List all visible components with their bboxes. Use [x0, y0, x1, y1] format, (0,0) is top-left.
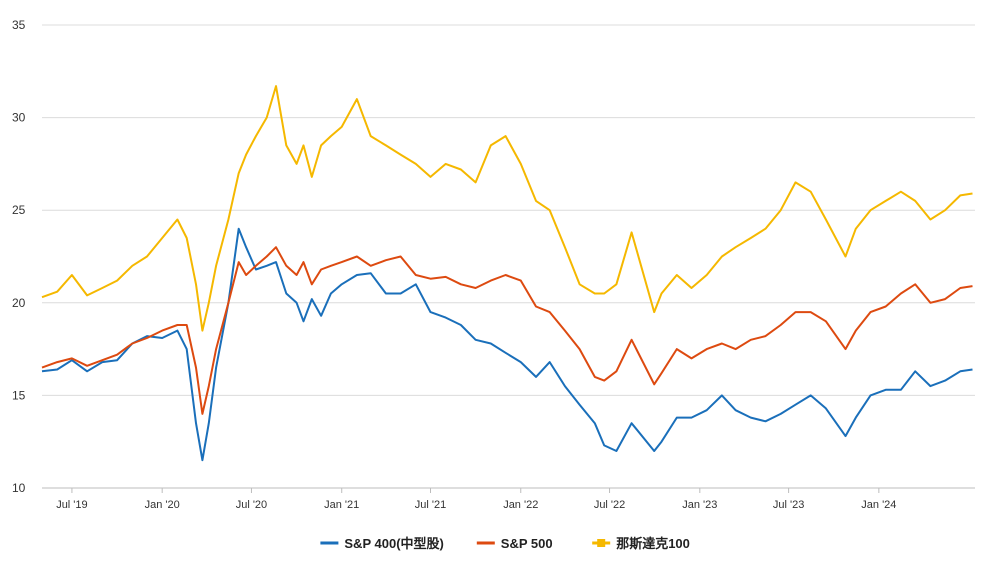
x-tick-label: Jan '24 — [861, 499, 896, 511]
y-tick-label: 20 — [12, 296, 26, 310]
legend-item-2[interactable]: 那斯達克100 — [592, 536, 690, 551]
legend-marker — [597, 539, 606, 547]
x-tick-label: Jan '21 — [324, 499, 359, 511]
legend-label: S&P 500 — [501, 536, 553, 551]
y-tick-label: 15 — [12, 388, 26, 402]
y-tick-label: 30 — [12, 111, 26, 125]
legend-label: S&P 400(中型股) — [344, 536, 443, 551]
series-line-2 — [41, 85, 973, 332]
x-tick-label: Jul '23 — [773, 499, 804, 511]
x-tick-label: Jan '22 — [503, 499, 538, 511]
x-tick-label: Jan '23 — [682, 499, 717, 511]
y-tick-label: 35 — [12, 18, 26, 32]
x-tick-label: Jul '21 — [415, 499, 446, 511]
y-tick-label: 10 — [12, 481, 26, 495]
x-tick-label: Jan '20 — [145, 499, 180, 511]
x-tick-label: Jul '19 — [56, 499, 87, 511]
x-tick-label: Jul '22 — [594, 499, 625, 511]
series-line-1 — [41, 246, 973, 415]
gridlines — [42, 24, 975, 489]
legend-label: 那斯達克100 — [616, 536, 690, 551]
legend-item-0[interactable]: S&P 400(中型股) — [320, 536, 444, 551]
y-axis: 10 15 20 25 30 35 — [12, 18, 26, 495]
y-tick-label: 25 — [12, 203, 26, 217]
x-axis: Jul '19 Jan '20 Jul '20 Jan '21 Jul '21 Jan '… — [42, 487, 975, 511]
x-tick-label: Jul '20 — [236, 499, 267, 511]
series-line-0 — [41, 227, 973, 462]
legend: S&P 400(中型股) S&P 500 那斯達克100 — [320, 536, 690, 551]
legend-item-1[interactable]: S&P 500 — [476, 536, 553, 551]
series-lines — [41, 85, 973, 462]
